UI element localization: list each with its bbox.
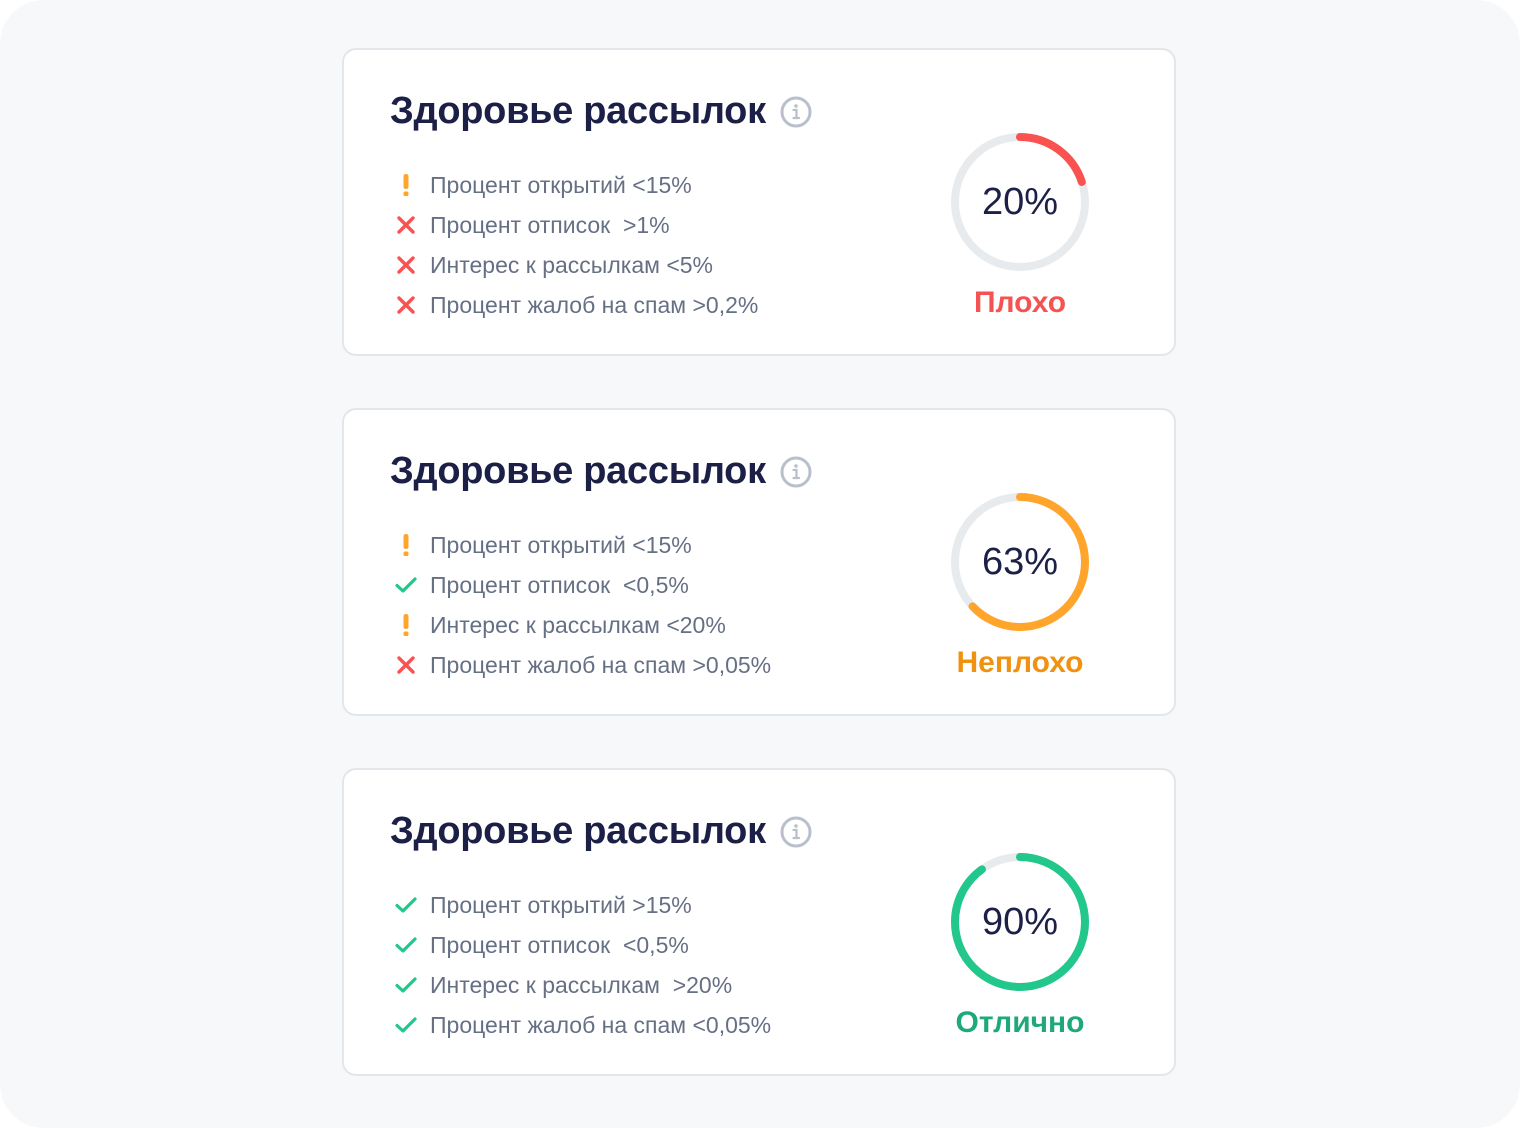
check-icon	[394, 893, 418, 917]
metrics-list: Процент открытий <15% Процент отписок <0…	[394, 525, 771, 685]
metric-text: Процент отписок <0,5%	[430, 571, 689, 598]
mailing-health-card-bad: Здоровье рассылок Процент открытий <15% …	[342, 48, 1176, 356]
mailing-health-card-fair: Здоровье рассылок Процент открытий <15% …	[342, 408, 1176, 716]
metric-text: Процент жалоб на спам >0,2%	[430, 291, 759, 318]
info-circle-icon[interactable]	[780, 96, 812, 128]
score-label: Отлично	[955, 1006, 1085, 1039]
card-header: Здоровье рассылок	[390, 450, 812, 493]
metric-item: Интерес к рассылкам >20%	[394, 965, 771, 1005]
score-ring-gauge: 63%	[948, 490, 1092, 634]
metric-item: Процент жалоб на спам >0,2%	[394, 285, 758, 325]
info-circle-icon[interactable]	[780, 456, 812, 488]
metric-item: Процент отписок >1%	[394, 205, 758, 245]
cross-icon	[394, 293, 418, 317]
card-header: Здоровье рассылок	[390, 810, 812, 853]
metric-text: Процент открытий <15%	[430, 531, 692, 558]
mailing-health-card-excellent: Здоровье рассылок Процент открытий >15% …	[342, 768, 1176, 1076]
score-ring-gauge: 20%	[948, 130, 1092, 274]
info-circle-icon[interactable]	[780, 816, 812, 848]
metric-text: Процент открытий >15%	[430, 891, 692, 918]
exclamation-icon	[394, 533, 418, 557]
cross-icon	[394, 653, 418, 677]
score-label: Плохо	[973, 286, 1067, 319]
metric-item: Процент открытий >15%	[394, 885, 771, 925]
metric-item: Процент открытий <15%	[394, 525, 771, 565]
metric-text: Процент жалоб на спам <0,05%	[430, 1011, 772, 1038]
check-icon	[394, 973, 418, 997]
score-value: 20%	[981, 180, 1059, 223]
exclamation-icon	[394, 613, 418, 637]
card-title: Здоровье рассылок	[390, 90, 766, 132]
metric-text: Процент жалоб на спам >0,05%	[430, 651, 772, 678]
progress-ring-icon	[951, 853, 1089, 991]
card-title: Здоровье рассылок	[390, 450, 766, 492]
metric-text: Процент открытий <15%	[430, 171, 692, 198]
cross-icon	[394, 213, 418, 237]
card-title: Здоровье рассылок	[390, 810, 766, 852]
metric-item: Процент открытий <15%	[394, 165, 758, 205]
metric-text: Процент отписок >1%	[430, 211, 670, 238]
cross-icon	[394, 253, 418, 277]
metric-item: Интерес к рассылкам <5%	[394, 245, 758, 285]
progress-ring-icon	[951, 133, 1089, 271]
score-label: Неплохо	[956, 646, 1084, 679]
check-icon	[394, 933, 418, 957]
metric-text: Интерес к рассылкам <20%	[430, 611, 726, 638]
metric-text: Интерес к рассылкам <5%	[430, 251, 713, 278]
metric-text: Интерес к рассылкам >20%	[430, 971, 733, 998]
metric-item: Процент отписок <0,5%	[394, 565, 771, 605]
check-icon	[394, 1013, 418, 1037]
check-icon	[394, 573, 418, 597]
metric-item: Процент жалоб на спам >0,05%	[394, 645, 771, 685]
score-value: 90%	[981, 900, 1059, 943]
exclamation-icon	[394, 173, 418, 197]
metric-item: Процент жалоб на спам <0,05%	[394, 1005, 771, 1045]
metrics-list: Процент открытий <15% Процент отписок >1…	[394, 165, 758, 325]
metric-item: Интерес к рассылкам <20%	[394, 605, 771, 645]
metric-text: Процент отписок <0,5%	[430, 931, 689, 958]
card-header: Здоровье рассылок	[390, 90, 812, 133]
score-ring-gauge: 90%	[948, 850, 1092, 994]
progress-ring-icon	[951, 493, 1089, 631]
metric-item: Процент отписок <0,5%	[394, 925, 771, 965]
score-value: 63%	[981, 540, 1059, 583]
metrics-list: Процент открытий >15% Процент отписок <0…	[394, 885, 771, 1045]
